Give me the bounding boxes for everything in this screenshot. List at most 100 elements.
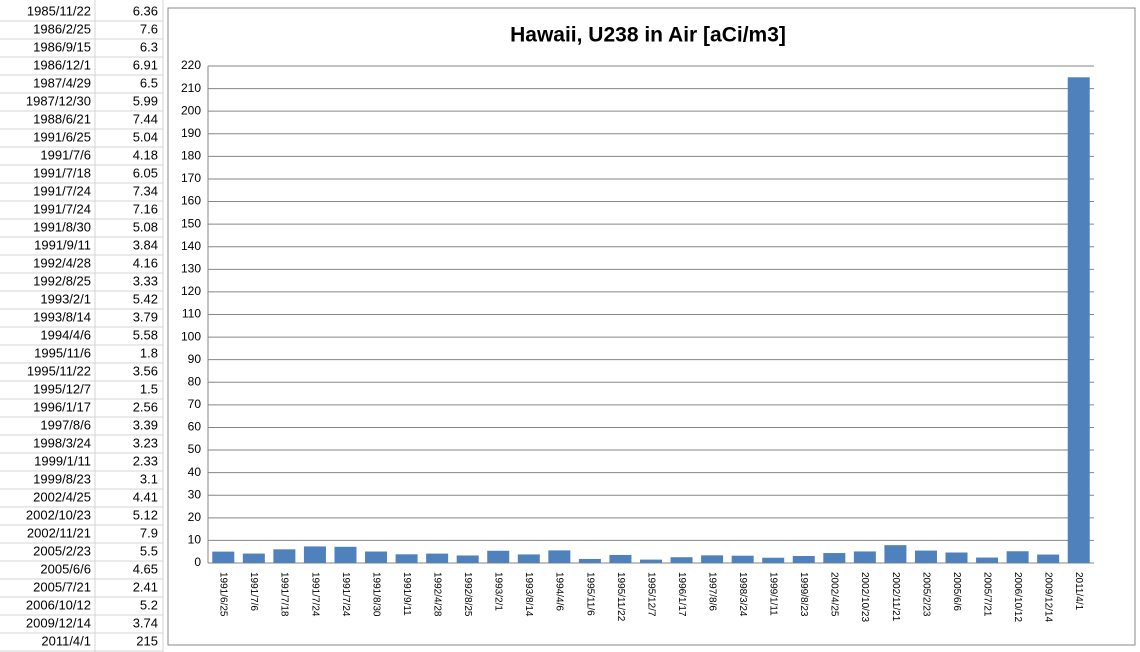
chart-frame[interactable] [167,7,1136,646]
y-tick-label: 90 [188,352,202,366]
value-cell: 5.04 [133,129,158,144]
value-cell: 1.5 [140,381,158,396]
value-cell: 4.16 [133,255,158,270]
y-tick-label: 140 [181,239,201,253]
x-tick-label: 1992/4/28 [431,572,442,617]
date-cell: 2002/11/21 [27,525,91,540]
x-tick-label: 1991/7/18 [279,572,290,617]
bar [945,552,968,563]
value-cell: 5.2 [140,597,158,612]
value-cell: 5.08 [133,219,158,234]
x-tick-label: 2005/6/6 [951,572,962,611]
x-tick-label: 1993/2/1 [493,572,504,611]
value-cell: 7.44 [133,111,158,126]
date-cell: 1991/7/6 [40,147,91,162]
bar [578,558,601,563]
x-tick-label: 1991/9/11 [401,572,412,616]
bar [792,555,815,563]
value-cell: 2.33 [133,453,158,468]
bar [395,554,418,563]
bar [487,550,510,563]
bar [1067,77,1090,563]
value-cell: 5.12 [133,507,158,522]
date-cell: 1997/8/6 [40,417,91,432]
y-tick-label: 200 [181,103,201,117]
y-tick-label: 50 [188,442,202,456]
value-cell: 4.65 [133,561,158,576]
date-cell: 1991/9/11 [34,237,91,252]
y-tick-label: 60 [188,420,202,434]
value-cell: 6.3 [140,39,158,54]
value-cell: 5.5 [140,543,158,558]
y-tick-label: 210 [181,81,201,95]
bar [517,554,540,563]
date-cell: 1991/7/18 [33,165,91,180]
x-tick-label: 1991/6/25 [218,572,229,617]
value-cell: 3.23 [133,435,158,450]
y-tick-label: 220 [181,58,201,72]
y-tick-label: 100 [181,329,201,343]
bar [242,553,265,563]
date-cell: 1987/12/30 [26,93,91,108]
date-cell: 1986/12/1 [33,57,91,72]
x-tick-label: 1995/11/22 [615,572,626,622]
x-tick-label: 2006/10/12 [1012,572,1023,622]
value-cell: 7.16 [133,201,158,216]
bar [823,553,846,563]
date-cell: 2005/6/6 [40,561,91,576]
date-cell: 2005/7/21 [33,579,91,594]
x-tick-label: 2002/4/25 [829,572,840,617]
y-tick-label: 20 [188,510,202,524]
y-tick-label: 120 [181,284,201,298]
x-tick-label: 1995/11/6 [584,572,595,616]
chart-title: Hawaii, U238 in Air [aCi/m3] [510,24,786,47]
y-tick-label: 80 [188,374,202,388]
date-cell: 2002/4/25 [33,489,91,504]
date-cell: 1985/11/22 [27,3,91,18]
value-cell: 2.56 [133,399,158,414]
date-cell: 1991/7/24 [33,201,91,216]
x-tick-label: 1999/8/23 [798,572,809,617]
date-cell: 1986/9/15 [33,39,91,54]
bar [853,551,876,563]
date-cell: 1988/6/21 [33,111,91,126]
y-tick-label: 110 [182,307,201,321]
y-tick-label: 130 [181,261,201,275]
value-cell: 7.34 [133,183,158,198]
value-cell: 5.58 [133,327,158,342]
date-cell: 2009/12/14 [26,615,91,630]
bar [456,555,479,563]
bar [212,551,235,563]
y-tick-label: 10 [188,533,202,547]
date-cell: 1991/6/25 [33,129,91,144]
bar [365,551,388,563]
bar [273,549,296,563]
date-cell: 1995/11/6 [34,345,91,360]
y-tick-label: 170 [181,171,201,185]
bar [701,555,724,563]
bar [884,545,907,563]
date-cell: 1992/4/28 [33,255,91,270]
x-tick-label: 1991/7/24 [309,572,320,617]
date-cell: 2006/10/12 [26,597,91,612]
value-cell: 3.56 [133,363,158,378]
y-tick-label: 70 [188,397,202,411]
value-cell: 1.8 [140,345,158,360]
y-tick-label: 180 [181,149,201,163]
value-cell: 3.84 [133,237,158,252]
bar [548,550,571,563]
value-cell: 5.42 [133,291,158,306]
value-cell: 3.39 [133,417,158,432]
bar [670,557,693,563]
x-tick-label: 1999/1/11 [768,572,779,616]
bar [609,554,632,563]
bar [762,557,785,563]
x-tick-label: 1998/3/24 [737,572,748,617]
bar [1037,554,1060,563]
y-tick-label: 40 [188,465,202,479]
bar [303,546,326,563]
y-tick-label: 30 [188,487,202,501]
y-tick-label: 190 [181,126,201,140]
y-tick-label: 0 [194,555,201,569]
